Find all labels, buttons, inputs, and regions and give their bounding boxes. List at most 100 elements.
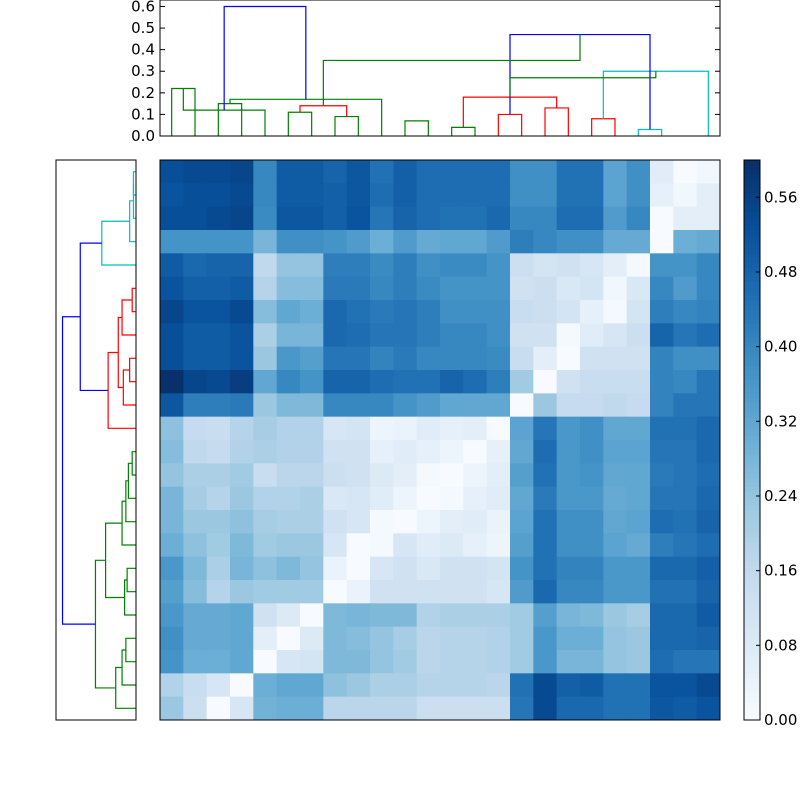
heatmap-cell bbox=[463, 276, 488, 301]
colorbar-segment bbox=[744, 393, 760, 399]
heatmap-cell bbox=[650, 603, 674, 628]
heatmap-cell bbox=[626, 533, 651, 558]
colorbar-segment bbox=[744, 715, 760, 721]
heatmap-cell bbox=[393, 626, 418, 651]
colorbar-segment bbox=[744, 188, 760, 194]
heatmap-cell bbox=[230, 230, 254, 254]
colorbar-segment bbox=[744, 477, 760, 483]
colorbar-segment bbox=[744, 220, 760, 226]
dendrogram-link bbox=[287, 111, 313, 136]
colorbar-segment bbox=[744, 421, 760, 427]
colorbar-segment bbox=[744, 365, 760, 371]
heatmap-cell bbox=[253, 533, 278, 558]
heatmap-cell bbox=[183, 416, 208, 441]
heatmap-cell bbox=[346, 183, 371, 208]
heatmap-cell bbox=[230, 300, 254, 324]
heatmap-cell bbox=[556, 486, 581, 511]
colorbar-segment bbox=[744, 262, 760, 268]
heatmap-cell bbox=[160, 463, 184, 488]
heatmap-cell bbox=[300, 626, 324, 651]
heatmap-cell bbox=[580, 416, 604, 441]
colorbar-segment bbox=[744, 430, 760, 436]
colorbar-segment bbox=[744, 318, 760, 324]
heatmap-cell bbox=[253, 626, 278, 651]
heatmap-cell bbox=[183, 650, 208, 674]
heatmap-cell bbox=[533, 300, 558, 324]
heatmap-cell bbox=[370, 300, 394, 324]
heatmap-cell bbox=[673, 696, 698, 721]
colorbar-segment bbox=[744, 426, 760, 432]
heatmap-cell bbox=[580, 440, 604, 464]
heatmap-cell bbox=[556, 510, 581, 534]
heatmap-cell bbox=[253, 206, 278, 231]
colorbar-segment bbox=[744, 379, 760, 385]
colorbar-segment bbox=[744, 398, 760, 404]
colorbar-segment bbox=[744, 650, 760, 656]
heatmap-cell bbox=[580, 346, 604, 371]
heatmap-cell bbox=[346, 510, 371, 534]
heatmap-cell bbox=[510, 346, 534, 371]
heatmap-cell bbox=[183, 160, 208, 184]
heatmap-cell bbox=[183, 346, 208, 371]
heatmap-cell bbox=[510, 510, 534, 534]
heatmap-cell bbox=[276, 696, 301, 721]
heatmap-cell bbox=[393, 650, 418, 674]
heatmap-cell bbox=[206, 696, 231, 721]
heatmap-cell bbox=[696, 253, 721, 278]
heatmap-cell bbox=[580, 556, 604, 581]
heatmap-cell bbox=[183, 440, 208, 464]
heatmap-cell bbox=[160, 673, 184, 698]
heatmap-cell bbox=[346, 416, 371, 441]
heatmap-cell bbox=[673, 160, 698, 184]
dendrogram-link bbox=[129, 200, 136, 243]
heatmap-cell bbox=[393, 300, 418, 324]
heatmap-cell bbox=[486, 276, 511, 301]
heatmap-cell bbox=[206, 393, 231, 418]
heatmap-cell bbox=[160, 323, 184, 348]
heatmap-cell bbox=[206, 183, 231, 208]
heatmap-cell bbox=[253, 393, 278, 418]
heatmap-cell bbox=[673, 650, 698, 674]
heatmap-cell bbox=[580, 463, 604, 488]
colorbar-segment bbox=[744, 328, 760, 334]
colorbar-segment bbox=[744, 612, 760, 618]
heatmap-cell bbox=[556, 346, 581, 371]
heatmap-cell bbox=[160, 230, 184, 254]
colorbar-segment bbox=[744, 337, 760, 343]
colorbar-segment bbox=[744, 183, 760, 189]
heatmap-cell bbox=[300, 696, 324, 721]
heatmap-cell bbox=[370, 556, 394, 581]
heatmap-cell bbox=[300, 346, 324, 371]
heatmap-cell bbox=[276, 393, 301, 418]
heatmap-cell bbox=[533, 486, 558, 511]
heatmap-cell bbox=[463, 533, 488, 558]
heatmap-cell bbox=[510, 230, 534, 254]
heatmap-cell bbox=[486, 673, 511, 698]
heatmap-cell bbox=[300, 510, 324, 534]
colorbar-segment bbox=[744, 668, 760, 674]
heatmap-cell bbox=[393, 463, 418, 488]
heatmap-cell bbox=[416, 393, 441, 418]
y-tick-label: 0.4 bbox=[131, 41, 155, 59]
heatmap-cell bbox=[276, 533, 301, 558]
heatmap-cell bbox=[253, 696, 278, 721]
colorbar-tick-label: 0.24 bbox=[764, 487, 797, 505]
heatmap-cell bbox=[183, 510, 208, 534]
top-dendrogram: 0.0 0.1 0.2 0.3 0.4 0.5 0.6 bbox=[131, 0, 721, 145]
colorbar-segment bbox=[744, 435, 760, 441]
heatmap-cell bbox=[416, 533, 441, 558]
heatmap-cell bbox=[463, 416, 488, 441]
top-dendrogram-frame bbox=[159, 0, 721, 137]
heatmap-cell bbox=[416, 626, 441, 651]
heatmap-cell bbox=[393, 510, 418, 534]
heatmap-cell bbox=[416, 650, 441, 674]
heatmap-cell bbox=[486, 510, 511, 534]
colorbar-segment bbox=[744, 440, 760, 446]
heatmap-cell bbox=[393, 206, 418, 231]
heatmap-cell bbox=[556, 696, 581, 721]
heatmap-cell bbox=[370, 580, 394, 604]
heatmap-cell bbox=[346, 580, 371, 604]
heatmap-cell bbox=[486, 650, 511, 674]
heatmap-cell bbox=[580, 370, 604, 394]
heatmap-cell bbox=[580, 650, 604, 674]
